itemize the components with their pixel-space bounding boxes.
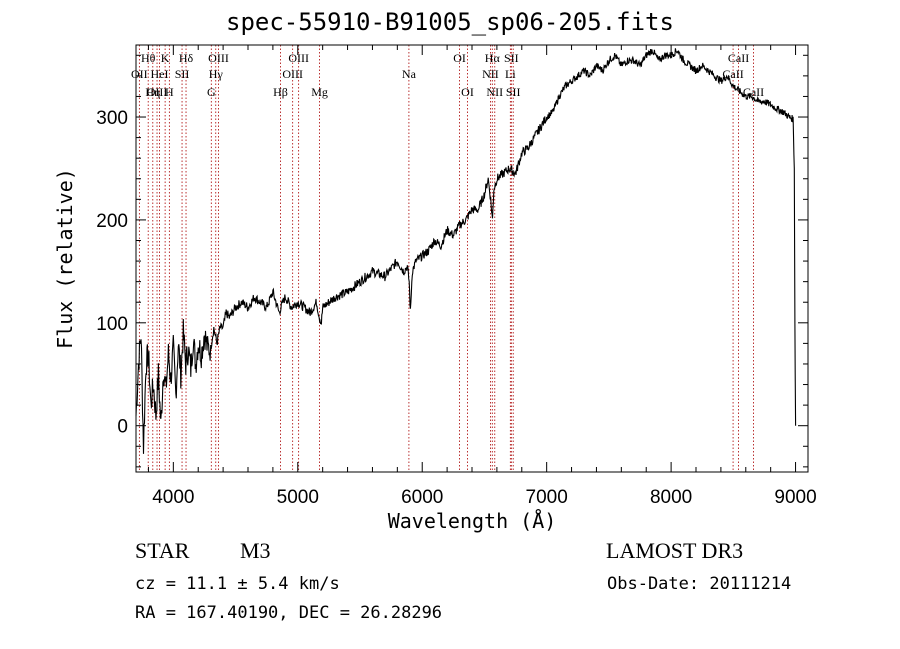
- x-tick-label: 4000: [152, 487, 194, 508]
- observation-date: Obs-Date: 20111214: [607, 574, 792, 594]
- line-label: OIII: [208, 51, 229, 65]
- line-label: SII: [175, 67, 190, 81]
- y-tick-label: 100: [96, 314, 128, 335]
- axis-tick-labels: 4000 5000 6000 7000 8000 9000 0 100 200 300: [96, 108, 816, 508]
- line-label: Mg: [311, 85, 328, 99]
- axis-ticks: [136, 45, 808, 472]
- line-label: Hγ: [209, 67, 224, 81]
- line-label: OI: [453, 51, 466, 65]
- object-class: STAR: [135, 538, 190, 563]
- line-label: OIII: [288, 51, 309, 65]
- line-label: Li: [505, 67, 516, 81]
- line-label: OIII: [147, 85, 168, 99]
- line-label: Hβ: [273, 85, 288, 99]
- x-tick-label: 6000: [401, 487, 443, 508]
- plot-frame: [135, 44, 809, 473]
- line-label: Hη: [145, 85, 160, 99]
- y-tick-label: 0: [117, 417, 128, 438]
- line-label: H: [165, 85, 174, 99]
- line-label: K: [161, 51, 170, 65]
- line-label: Hα: [485, 51, 501, 65]
- line-label: NII: [482, 67, 499, 81]
- line-label: HeI: [151, 67, 169, 81]
- y-axis-label: Flux (relative): [53, 168, 77, 349]
- line-label: Hθ: [141, 51, 156, 65]
- x-axis-label: Wavelength (Å): [388, 509, 557, 533]
- line-label: OII: [131, 67, 148, 81]
- line-label: SII: [506, 85, 521, 99]
- chart-title: spec-55910-B91005_sp06-205.fits: [226, 8, 674, 36]
- line-label: NII: [486, 85, 503, 99]
- coordinates: RA = 167.40190, DEC = 26.28296: [135, 603, 443, 623]
- y-tick-label: 200: [96, 211, 128, 232]
- line-label: Na: [402, 67, 417, 81]
- x-tick-label: 8000: [650, 487, 692, 508]
- line-label: G: [207, 85, 216, 99]
- spectrum-series-line: [135, 48, 797, 454]
- redshift-value: cz = 11.1 ± 5.4 km/s: [135, 574, 340, 594]
- y-tick-label: 300: [96, 108, 128, 129]
- x-tick-label: 9000: [774, 487, 816, 508]
- line-label: SII: [504, 51, 519, 65]
- line-label: CaII: [728, 51, 749, 65]
- line-label: Hδ: [179, 51, 194, 65]
- line-label: OIII: [282, 67, 303, 81]
- survey-name: LAMOST DR3: [606, 538, 744, 563]
- x-tick-label: 7000: [526, 487, 568, 508]
- x-tick-label: 5000: [277, 487, 319, 508]
- line-label: OI: [461, 85, 474, 99]
- spectral-line-markers: [138, 45, 754, 472]
- object-subclass: M3: [240, 538, 271, 563]
